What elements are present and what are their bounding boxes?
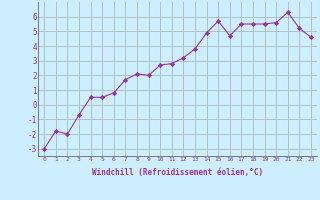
X-axis label: Windchill (Refroidissement éolien,°C): Windchill (Refroidissement éolien,°C) [92,168,263,177]
